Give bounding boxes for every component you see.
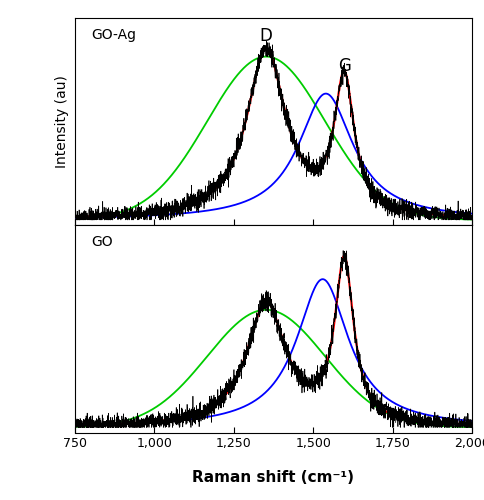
Text: G: G bbox=[338, 57, 351, 75]
Text: GO: GO bbox=[91, 236, 112, 250]
Text: GO-Ag: GO-Ag bbox=[91, 28, 136, 42]
Text: Raman shift (cm⁻¹): Raman shift (cm⁻¹) bbox=[193, 470, 354, 485]
Text: D: D bbox=[260, 26, 272, 44]
Y-axis label: Intensity (au): Intensity (au) bbox=[56, 75, 70, 168]
